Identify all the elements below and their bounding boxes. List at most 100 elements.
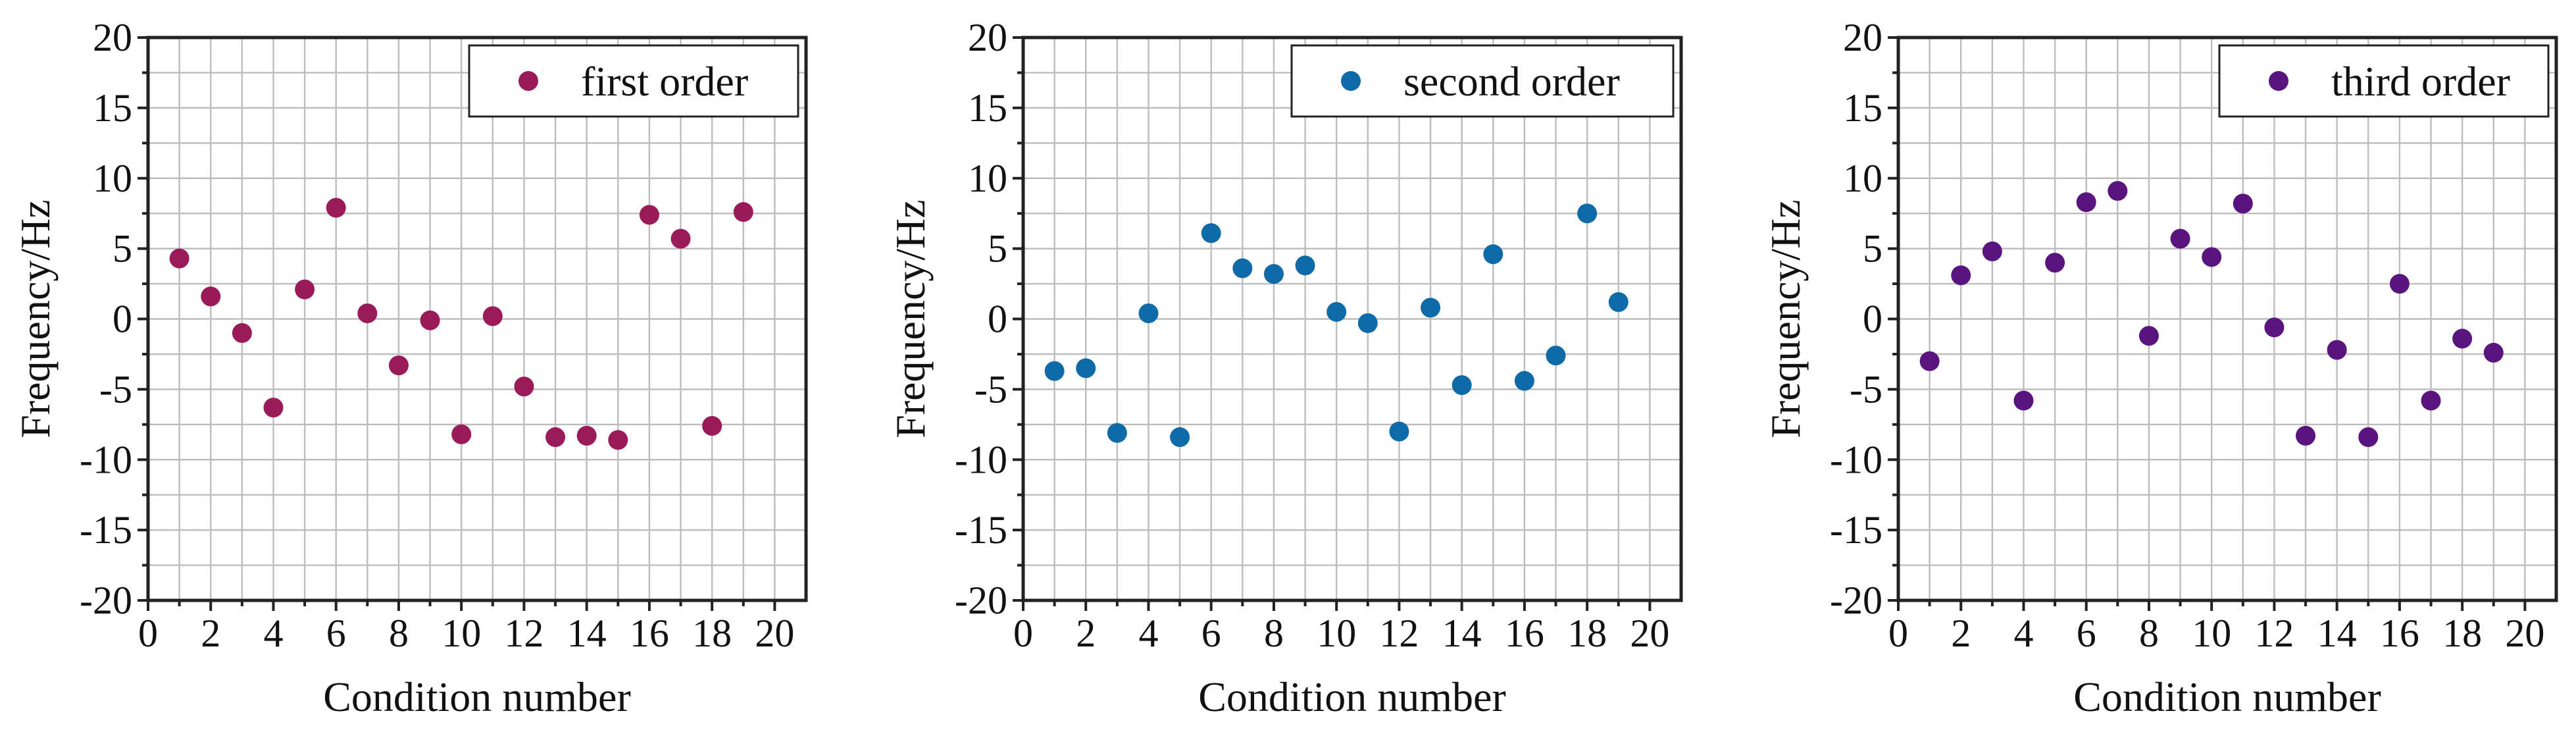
x-tick-label: 10 xyxy=(442,612,481,655)
data-point xyxy=(1201,223,1221,244)
x-tick-label: 0 xyxy=(138,612,158,655)
x-axis-title: Condition number xyxy=(1198,673,1506,720)
legend-label: third order xyxy=(2331,58,2510,105)
data-point xyxy=(2108,180,2128,201)
y-tick-label: 20 xyxy=(1843,16,1882,59)
data-point xyxy=(1326,302,1347,322)
data-point xyxy=(201,286,221,307)
data-point xyxy=(1452,375,1472,395)
x-tick-label: 20 xyxy=(2505,612,2544,655)
data-point xyxy=(2421,390,2441,411)
data-point xyxy=(1982,241,2002,261)
x-tick-label: 18 xyxy=(1567,612,1607,655)
x-tick-label: 0 xyxy=(1013,612,1033,655)
data-point xyxy=(1514,371,1534,391)
x-tick-label: 4 xyxy=(2013,612,2033,655)
y-tick-label: 0 xyxy=(1863,298,1882,341)
x-tick-label: 14 xyxy=(2317,612,2357,655)
data-point xyxy=(2233,194,2253,214)
legend-marker xyxy=(1341,71,1361,91)
y-tick-label: 20 xyxy=(968,16,1007,59)
data-point xyxy=(2483,342,2504,363)
data-point xyxy=(451,424,472,444)
data-point xyxy=(514,377,534,397)
data-point xyxy=(608,430,628,450)
data-point xyxy=(1483,244,1503,265)
x-tick-label: 8 xyxy=(389,612,409,655)
data-point xyxy=(670,228,691,249)
data-point xyxy=(2138,326,2159,346)
legend-label: first order xyxy=(581,58,748,105)
chart-panel-first-order: 0 2 4 6 8 10 12 14 16 18 20-20-15-10-505101520Cond… xyxy=(12,16,808,720)
data-point xyxy=(420,310,440,330)
y-axis-title: Frequency/Hz xyxy=(887,199,934,438)
y-tick-label: 10 xyxy=(1843,157,1882,200)
x-tick-label: 2 xyxy=(1951,612,1971,655)
x-tick-label: 2 xyxy=(1076,612,1096,655)
data-point xyxy=(576,425,597,446)
gridlines xyxy=(148,38,806,600)
data-point xyxy=(1044,361,1065,381)
x-tick-label: 4 xyxy=(263,612,283,655)
x-tick-label: 16 xyxy=(630,612,669,655)
data-point xyxy=(2202,247,2222,267)
y-tick-label: -5 xyxy=(99,367,132,411)
y-tick-label: 5 xyxy=(1863,227,1882,271)
x-tick-label: 16 xyxy=(2380,612,2419,655)
x-tick-label: 8 xyxy=(1264,612,1284,655)
x-tick-label: 6 xyxy=(2077,612,2096,655)
data-point xyxy=(2296,425,2316,446)
y-tick-label: -15 xyxy=(1830,508,1882,552)
data-point xyxy=(1232,258,1253,278)
x-tick-label: 6 xyxy=(1201,612,1221,655)
data-point xyxy=(1577,203,1598,224)
data-point xyxy=(1919,351,1940,371)
y-tick-label: -10 xyxy=(80,438,132,481)
data-point xyxy=(1076,358,1096,379)
y-tick-label: -15 xyxy=(80,508,132,552)
y-tick-label: 10 xyxy=(968,157,1007,200)
y-tick-label: 15 xyxy=(93,86,132,130)
x-tick-label: 20 xyxy=(755,612,794,655)
y-tick-label: -5 xyxy=(974,367,1007,411)
chart-panel-second-order: 0 2 4 6 8 10 12 14 16 18 20-20-15-10-505101520Cond… xyxy=(887,16,1683,720)
gridlines xyxy=(1898,38,2556,600)
data-point xyxy=(2358,427,2379,448)
data-point xyxy=(1389,421,1409,442)
data-point xyxy=(2264,317,2285,338)
y-tick-label: -20 xyxy=(80,579,132,622)
chart-panel-third-order: 0 2 4 6 8 10 12 14 16 18 20-20-15-10-505101520Cond… xyxy=(1762,16,2558,720)
x-axis-title: Condition number xyxy=(323,673,631,720)
x-tick-label: 12 xyxy=(2254,612,2294,655)
series-0-points xyxy=(1044,203,1629,448)
y-tick-label: 0 xyxy=(988,298,1007,341)
data-point xyxy=(2327,340,2347,360)
x-tick-label: 8 xyxy=(2139,612,2159,655)
x-tick-label: 18 xyxy=(692,612,732,655)
data-point xyxy=(357,303,378,323)
data-point xyxy=(545,427,566,448)
x-axis-title: Condition number xyxy=(2073,673,2381,720)
data-point xyxy=(2452,329,2473,349)
y-tick-label: 0 xyxy=(113,298,132,341)
data-point xyxy=(2076,192,2096,213)
data-point xyxy=(2170,228,2190,249)
x-tick-label: 2 xyxy=(201,612,220,655)
data-point xyxy=(2389,274,2410,294)
x-tick-label: 14 xyxy=(567,612,607,655)
data-point xyxy=(1421,298,1441,318)
data-point xyxy=(1951,265,1971,286)
x-tick-label: 0 xyxy=(1888,612,1908,655)
y-tick-label: 20 xyxy=(93,16,132,59)
y-tick-label: -5 xyxy=(1850,367,1882,411)
data-point xyxy=(326,197,346,218)
data-point xyxy=(1357,313,1378,333)
x-tick-label: 20 xyxy=(1630,612,1669,655)
data-point xyxy=(733,202,753,223)
data-point xyxy=(1170,427,1190,448)
data-point xyxy=(2045,253,2065,273)
data-point xyxy=(388,355,409,376)
y-tick-label: -15 xyxy=(955,508,1007,552)
data-point xyxy=(169,248,189,269)
